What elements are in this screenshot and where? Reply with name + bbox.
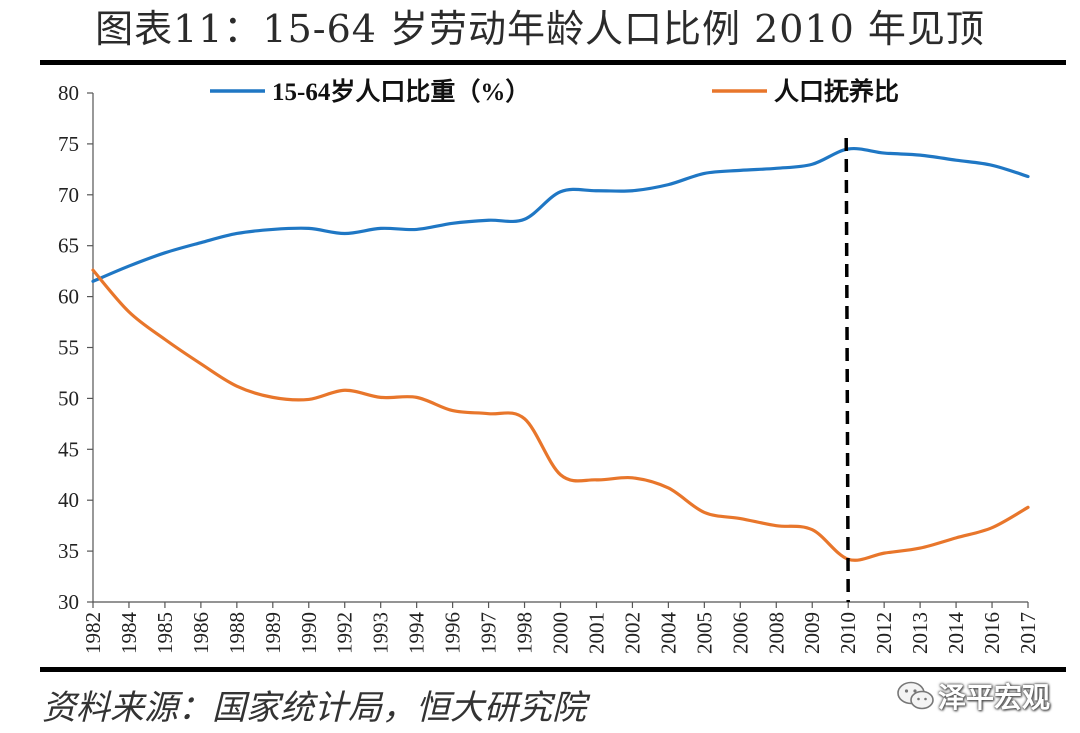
x-tick-label: 1988 bbox=[225, 612, 249, 654]
x-tick-label: 1982 bbox=[81, 612, 105, 654]
y-tick-label: 65 bbox=[58, 234, 79, 258]
y-tick-label: 55 bbox=[58, 336, 79, 360]
y-tick-label: 50 bbox=[58, 386, 79, 410]
series-lines bbox=[91, 137, 1030, 603]
x-tick-label: 1990 bbox=[297, 612, 321, 654]
series-line-1 bbox=[91, 146, 1030, 283]
y-tick-label: 35 bbox=[58, 539, 79, 563]
y-tick-label: 45 bbox=[58, 437, 79, 461]
x-tick-label: 2001 bbox=[584, 612, 608, 654]
x-tick-label: 2008 bbox=[764, 612, 788, 654]
watermark: 泽平宏观 bbox=[896, 672, 1066, 722]
y-tick-label: 70 bbox=[58, 183, 79, 207]
x-tick-label: 2000 bbox=[549, 612, 573, 654]
y-tick-label: 60 bbox=[58, 285, 79, 309]
axes: 30 35 40 45 50 55 60 65 70 75 80 1982 1984 1985 1986 19… bbox=[58, 81, 1040, 654]
x-tick-label: 2002 bbox=[620, 612, 644, 654]
x-tick-label: 1994 bbox=[405, 612, 429, 655]
legend: 15-64岁人口比重（%） 人口抚养比 bbox=[210, 77, 899, 106]
legend-label-2: 人口抚养比 bbox=[774, 77, 899, 106]
x-tick-label: 1989 bbox=[261, 612, 285, 654]
y-tick-label: 40 bbox=[58, 488, 79, 512]
x-tick-label: 2009 bbox=[800, 612, 824, 654]
x-tick-label: 1986 bbox=[189, 612, 213, 654]
x-tick-label: 1997 bbox=[477, 612, 501, 654]
x-tick-label: 1985 bbox=[153, 612, 177, 654]
top-rule bbox=[40, 60, 1066, 65]
x-tick-label: 2014 bbox=[944, 612, 968, 655]
x-tick-label: 2013 bbox=[908, 612, 932, 654]
marker-line-2010 bbox=[844, 137, 850, 603]
y-tick-label: 75 bbox=[58, 132, 79, 156]
x-tick-label: 2004 bbox=[656, 612, 680, 655]
x-tick-label: 2017 bbox=[1016, 612, 1040, 654]
y-tick-label: 30 bbox=[58, 590, 79, 614]
legend-label-1: 15-64岁人口比重（%） bbox=[272, 77, 530, 106]
y-tick-label: 80 bbox=[58, 81, 79, 105]
wechat-icon bbox=[897, 681, 934, 710]
x-tick-label: 2012 bbox=[872, 612, 896, 654]
x-tick-label: 1993 bbox=[369, 612, 393, 654]
line-chart: 30 35 40 45 50 55 60 65 70 75 80 1982 1984 1985 1986 19… bbox=[58, 77, 1040, 654]
x-tick-label: 1984 bbox=[117, 612, 141, 655]
x-tick-label: 2016 bbox=[980, 612, 1004, 654]
x-tick-label: 2006 bbox=[728, 612, 752, 654]
source-note: 资料来源：国家统计局，恒大研究院 bbox=[42, 688, 586, 728]
series-line-2 bbox=[91, 268, 1030, 562]
x-tick-label: 2005 bbox=[692, 612, 716, 654]
bottom-rule bbox=[40, 667, 1066, 672]
x-tick-label: 1996 bbox=[441, 612, 465, 654]
watermark-text: 泽平宏观 bbox=[938, 681, 1051, 714]
x-tick-label: 2010 bbox=[836, 612, 860, 654]
x-tick-label: 1998 bbox=[513, 612, 537, 654]
chart-title: 图表11：15-64 岁劳动年龄人口比例 2010 年见顶 bbox=[95, 7, 985, 51]
x-tick-label: 1992 bbox=[333, 612, 357, 654]
